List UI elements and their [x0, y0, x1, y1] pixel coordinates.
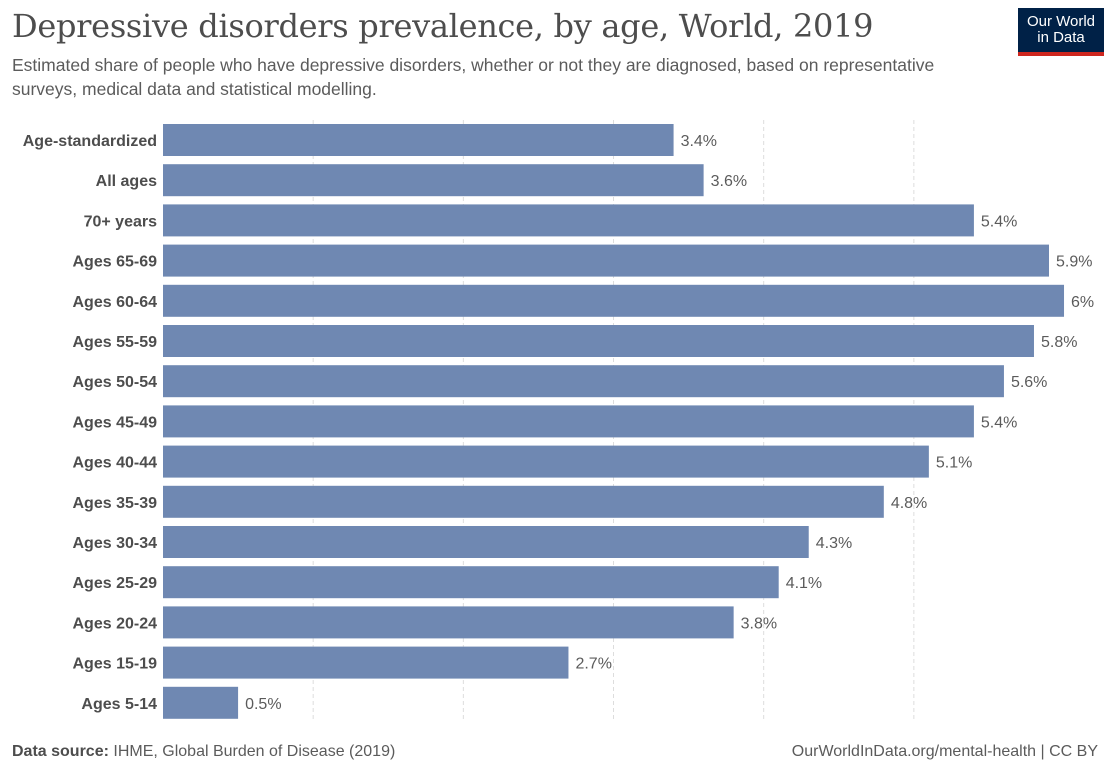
value-label-3: 5.9%: [1056, 254, 1092, 271]
value-label-9: 4.8%: [891, 495, 927, 512]
value-label-11: 4.1%: [786, 575, 822, 592]
bar-6[interactable]: [163, 365, 1004, 398]
value-labels: 3.4% 3.6% 5.4% 5.9% 6% 5.8% 5.6% 5.4% 5.1% 4.8% 4.…: [245, 133, 1094, 713]
value-label-4: 6%: [1071, 294, 1094, 311]
category-label-11: Ages 25-29: [73, 575, 158, 592]
logo-accent-bar: [1018, 52, 1104, 56]
category-label-4: Ages 60-64: [73, 294, 158, 311]
bar-11[interactable]: [163, 566, 779, 599]
bar-5[interactable]: [163, 325, 1034, 357]
data-source-label: Data source:: [12, 743, 109, 760]
value-label-2: 5.4%: [981, 213, 1017, 230]
value-label-10: 4.3%: [816, 535, 852, 552]
category-label-13: Ages 15-19: [73, 656, 158, 673]
category-label-7: Ages 45-49: [73, 414, 158, 431]
bar-4[interactable]: [163, 284, 1065, 317]
value-label-14: 0.5%: [245, 696, 281, 713]
bar-0[interactable]: [163, 124, 674, 156]
category-label-12: Ages 20-24: [73, 615, 158, 632]
chart-title: Depressive disorders prevalence, by age,…: [12, 7, 874, 45]
bar-10[interactable]: [163, 526, 809, 558]
owid-logo[interactable]: Our World in Data: [1018, 8, 1104, 56]
bar-7[interactable]: [163, 405, 974, 438]
data-source: Data source: IHME, Global Burden of Dise…: [12, 742, 395, 762]
bar-2[interactable]: [163, 204, 974, 237]
value-label-8: 5.1%: [936, 455, 972, 472]
logo-line-1: Our World: [1026, 13, 1096, 30]
chart-subtitle: Estimated share of people who have depre…: [12, 55, 935, 99]
category-label-2: 70+ years: [84, 213, 158, 230]
category-label-1: All ages: [96, 173, 157, 190]
value-label-12: 3.8%: [741, 615, 777, 632]
bar-9[interactable]: [163, 485, 884, 518]
category-label-5: Ages 55-59: [73, 334, 158, 351]
bar-8[interactable]: [163, 445, 929, 478]
chart-url-license[interactable]: OurWorldInData.org/mental-health | CC BY: [791, 743, 1098, 760]
category-label-9: Ages 35-39: [73, 495, 158, 512]
category-label-8: Ages 40-44: [73, 455, 158, 472]
bar-1[interactable]: [163, 164, 704, 197]
category-label-3: Ages 65-69: [73, 254, 158, 271]
data-source-text: IHME, Global Burden of Disease (2019): [113, 743, 396, 760]
bars: [163, 124, 1065, 719]
bar-13[interactable]: [163, 646, 569, 679]
value-label-0: 3.4%: [681, 133, 717, 150]
value-label-1: 3.6%: [711, 173, 747, 190]
bar-12[interactable]: [163, 606, 734, 639]
category-labels: Age-standardized All ages 70+ years Ages 65…: [23, 133, 157, 713]
value-label-7: 5.4%: [981, 414, 1017, 431]
bar-3[interactable]: [163, 244, 1049, 277]
category-label-6: Ages 50-54: [73, 374, 158, 391]
value-label-5: 5.8%: [1041, 334, 1077, 351]
bar-14[interactable]: [163, 686, 239, 719]
category-label-0: Age-standardized: [23, 133, 157, 150]
value-label-13: 2.7%: [575, 656, 611, 673]
logo-line-2: in Data: [1037, 29, 1085, 46]
value-label-6: 5.6%: [1011, 374, 1047, 391]
category-label-14: Ages 5-14: [81, 696, 157, 713]
category-label-10: Ages 30-34: [73, 535, 158, 552]
